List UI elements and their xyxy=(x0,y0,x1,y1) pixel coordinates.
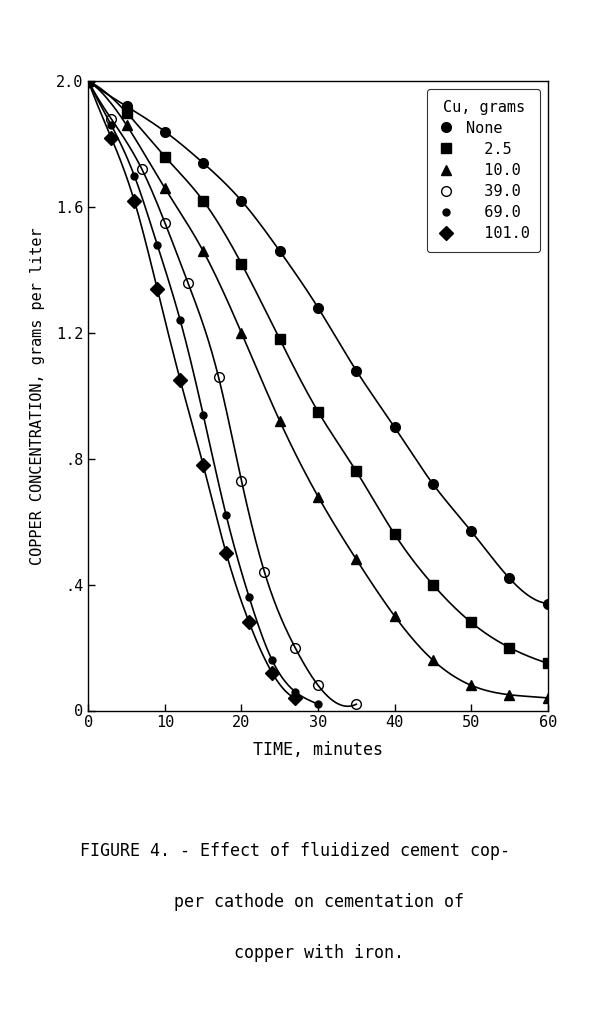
Legend: None,   2.5,   10.0,   39.0,   69.0,   101.0: None, 2.5, 10.0, 39.0, 69.0, 101.0 xyxy=(428,89,540,252)
Text: FIGURE 4. - Effect of fluidized cement cop-: FIGURE 4. - Effect of fluidized cement c… xyxy=(80,842,509,861)
X-axis label: TIME, minutes: TIME, minutes xyxy=(253,742,383,759)
Text: per cathode on cementation of: per cathode on cementation of xyxy=(124,893,465,911)
Text: copper with iron.: copper with iron. xyxy=(184,944,405,962)
Y-axis label: COPPER CONCENTRATION, grams per liter: COPPER CONCENTRATION, grams per liter xyxy=(30,227,45,564)
